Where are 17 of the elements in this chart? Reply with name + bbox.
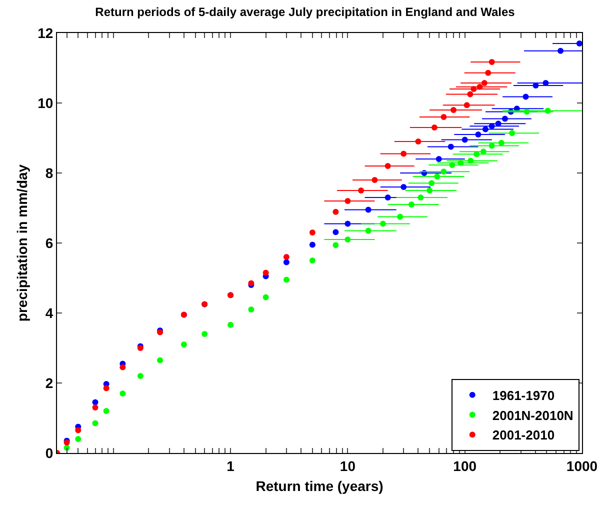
y-tick-label: 6 [45,234,54,251]
legend-label: 2001N-2010N [492,408,574,423]
y-tick-label: 10 [38,94,54,111]
x-axis-title: Return time (years) [256,478,384,494]
y-tick-label: 4 [45,304,54,321]
y-tick-label: 12 [38,24,54,41]
y-axis-title: precipitation in mm/day [14,164,30,322]
y-tick-label: 0 [45,444,54,461]
x-tick-label: 100 [453,458,477,474]
legend-label: 1961-1970 [492,388,555,403]
x-tick-label: 10 [340,458,356,474]
x-tick-label: 1000 [566,458,598,474]
chart-title: Return periods of 5-daily average July precipitation in England and Wales [95,4,516,19]
legend-label: 2001-2010 [492,428,555,443]
y-tick-label: 2 [45,374,54,391]
y-tick-label: 8 [45,164,54,181]
x-tick-label: 1 [226,458,235,474]
